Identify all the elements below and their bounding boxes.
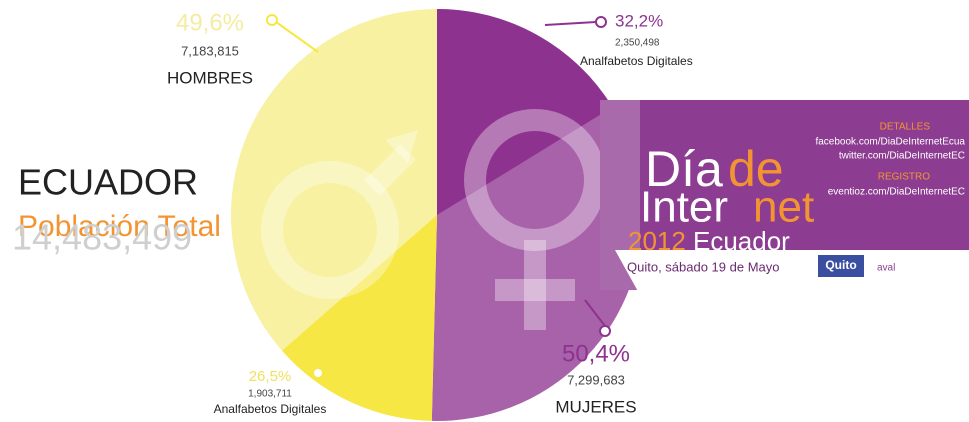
category-label: HOMBRES <box>167 68 253 87</box>
series-label: Analfabetos Digitales <box>580 54 693 68</box>
banner-link: twitter.com/DiaDeInternetEC <box>839 151 965 162</box>
leader-dot <box>600 326 610 336</box>
banner-heading: REGISTRO <box>878 172 930 183</box>
category-label: MUJERES <box>555 397 636 416</box>
value-label: 50,4% <box>562 340 630 367</box>
banner: Día de Inter net 2012 Ecuador DETALLES f… <box>600 100 969 295</box>
population-label: 2,350,498 <box>615 38 660 49</box>
value-label: 32,2% <box>615 11 663 30</box>
banner-org: USUARIOS DIGITALES <box>880 213 969 224</box>
banner-year: 2012 <box>628 226 686 256</box>
banner-link: eventioz.com/DiaDeInternetEC <box>828 187 965 198</box>
leader-dot <box>313 368 323 378</box>
infographic: Día de Inter net 2012 Ecuador DETALLES f… <box>0 0 969 422</box>
banner-link: facebook.com/DiaDeInternetEcua <box>815 137 965 148</box>
leader-line <box>545 22 596 25</box>
banner-country: Ecuador <box>693 226 790 256</box>
leader-dot <box>596 17 606 27</box>
value-label: 26,5% <box>249 368 292 385</box>
chart-title: ECUADOR <box>18 162 198 203</box>
banner-title: net <box>753 183 814 232</box>
banner-title: Inter <box>640 183 728 232</box>
banner-heading: DETALLES <box>880 122 931 133</box>
banner-org: Quito <box>825 258 856 272</box>
population-label: 7,299,683 <box>567 372 625 387</box>
total-label: 14,483,499 <box>12 217 192 258</box>
leader-dot <box>267 15 277 25</box>
population-label: 1,903,711 <box>248 389 292 400</box>
banner-label: aval <box>877 263 895 274</box>
leader-line <box>276 22 318 52</box>
banner-date: Quito, sábado 19 de Mayo <box>627 259 780 274</box>
population-label: 7,183,815 <box>181 43 239 58</box>
value-label: 49,6% <box>176 9 244 36</box>
series-label: Analfabetos Digitales <box>214 402 327 416</box>
